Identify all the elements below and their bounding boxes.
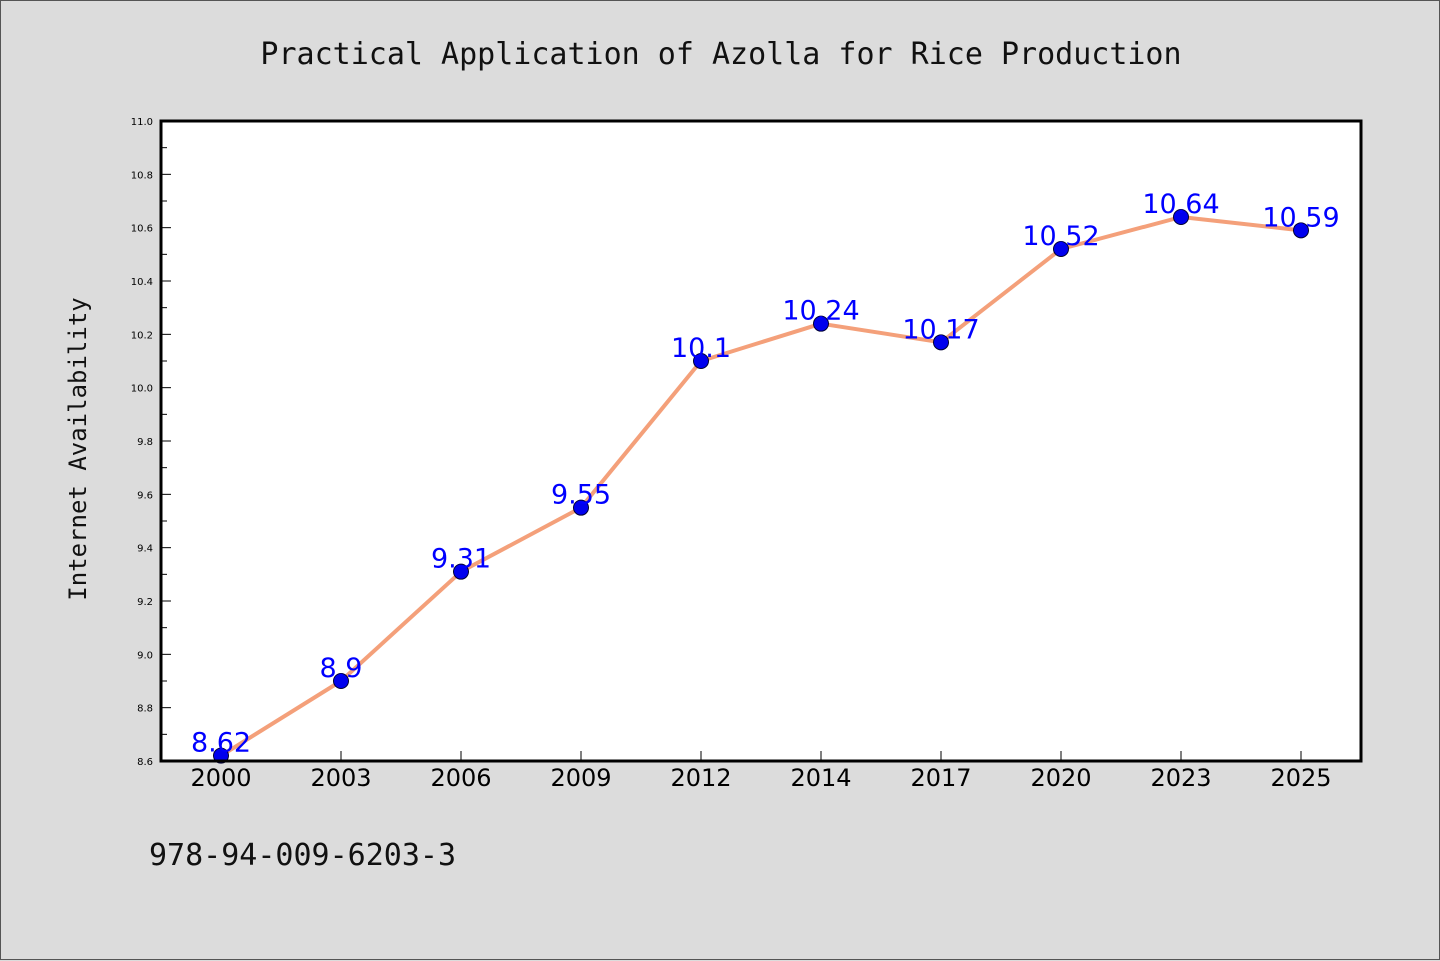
data-point bbox=[333, 673, 349, 689]
data-label: 8.62 bbox=[191, 728, 251, 759]
data-label: 9.55 bbox=[551, 480, 611, 511]
data-label: 8.9 bbox=[320, 653, 363, 684]
data-label: 10.1 bbox=[671, 333, 731, 364]
data-point bbox=[1173, 209, 1189, 225]
chart-title: Practical Application of Azolla for Rice… bbox=[260, 37, 1181, 72]
data-label: 9.31 bbox=[431, 544, 491, 575]
plot-frame bbox=[159, 119, 1363, 763]
y-tick-label: 10.4 bbox=[131, 277, 153, 288]
series-line bbox=[219, 215, 1303, 758]
x-tick-label: 2023 bbox=[1150, 764, 1211, 792]
y-tick-label: 9.8 bbox=[137, 437, 153, 448]
data-point bbox=[573, 499, 589, 516]
plot-area bbox=[161, 121, 1361, 761]
y-axis-label: Internet Availability bbox=[64, 297, 92, 600]
data-label: 10.52 bbox=[1022, 221, 1099, 252]
y-tick-label: 9.0 bbox=[137, 650, 153, 661]
y-tick-label: 8.6 bbox=[137, 757, 153, 768]
x-tick-label: 2025 bbox=[1270, 764, 1331, 792]
x-axis: 2000 2003 2006 2009 2012 2014 2017 2020 2023 2025 bbox=[190, 751, 1332, 792]
data-point bbox=[693, 353, 709, 369]
series-line-group bbox=[219, 215, 1303, 758]
y-tick-label: 10.0 bbox=[131, 384, 153, 395]
data-labels: 8.62 8.9 9.31 9.55 10.1 10.24 10.17 10.52 10.64 1… bbox=[191, 189, 1340, 759]
data-point bbox=[213, 747, 229, 764]
y-axis: 8.6 8.8 9.0 9.2 9.4 9.6 9.8 10.0 10.2 10.4 10.6 10.… bbox=[131, 117, 171, 768]
y-tick-label: 10.8 bbox=[131, 170, 153, 181]
data-points bbox=[213, 209, 1309, 764]
x-tick-label: 2014 bbox=[790, 764, 851, 792]
data-label: 10.24 bbox=[782, 296, 859, 327]
x-tick-label: 2003 bbox=[310, 764, 371, 792]
data-label: 10.59 bbox=[1262, 202, 1339, 233]
data-point bbox=[1293, 222, 1309, 239]
x-tick-label: 2020 bbox=[1030, 764, 1091, 792]
x-tick-label: 2009 bbox=[550, 764, 611, 792]
y-tick-label: 8.8 bbox=[137, 704, 153, 715]
y-tick-label: 11.0 bbox=[131, 117, 153, 128]
footer-isbn: 978-94-009-6203-3 bbox=[149, 838, 456, 873]
y-tick-label: 10.6 bbox=[131, 224, 153, 235]
data-label: 10.17 bbox=[902, 314, 979, 345]
x-tick-label: 2017 bbox=[910, 764, 971, 792]
data-point bbox=[1053, 241, 1069, 257]
y-tick-label: 9.6 bbox=[137, 490, 153, 501]
x-tick-label: 2006 bbox=[430, 764, 491, 792]
x-tick-label: 2000 bbox=[190, 764, 251, 792]
data-point bbox=[453, 563, 469, 580]
data-point bbox=[813, 315, 829, 332]
y-tick-label: 9.2 bbox=[137, 597, 153, 608]
y-tick-label: 9.4 bbox=[137, 544, 153, 555]
x-tick-label: 2012 bbox=[670, 764, 731, 792]
y-tick-label: 10.2 bbox=[131, 330, 153, 341]
data-label: 10.64 bbox=[1142, 189, 1219, 220]
data-point bbox=[933, 334, 949, 351]
